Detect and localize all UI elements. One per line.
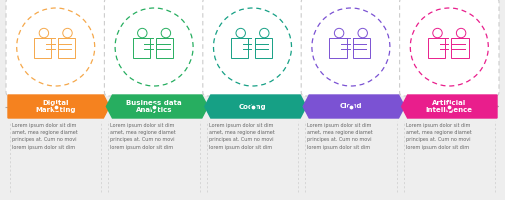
Text: Lorem ipsum dolor sit dim
amet, mea regione diamet
principes at. Cum no movi
lor: Lorem ipsum dolor sit dim amet, mea regi…: [12, 123, 78, 150]
FancyBboxPatch shape: [6, 0, 106, 96]
Polygon shape: [303, 95, 405, 118]
FancyBboxPatch shape: [105, 0, 204, 96]
Polygon shape: [8, 95, 110, 118]
FancyBboxPatch shape: [301, 0, 400, 96]
Polygon shape: [401, 95, 497, 118]
Text: Cloud: Cloud: [340, 104, 362, 110]
Text: Coding: Coding: [239, 104, 266, 110]
Polygon shape: [107, 95, 208, 118]
Text: Artificial
Intelligence: Artificial Intelligence: [426, 100, 473, 113]
Polygon shape: [205, 95, 306, 118]
Text: Lorem ipsum dolor sit dim
amet, mea regione diamet
principes at. Cum no movi
lor: Lorem ipsum dolor sit dim amet, mea regi…: [111, 123, 176, 150]
FancyBboxPatch shape: [399, 0, 499, 96]
Text: Lorem ipsum dolor sit dim
amet, mea regione diamet
principes at. Cum no movi
lor: Lorem ipsum dolor sit dim amet, mea regi…: [307, 123, 373, 150]
Text: Business data
Analytics: Business data Analytics: [126, 100, 182, 113]
Text: Lorem ipsum dolor sit dim
amet, mea regione diamet
principes at. Cum no movi
lor: Lorem ipsum dolor sit dim amet, mea regi…: [406, 123, 471, 150]
FancyBboxPatch shape: [203, 0, 302, 96]
Text: Digital
Marketing: Digital Marketing: [35, 100, 76, 113]
Text: Lorem ipsum dolor sit dim
amet, mea regione diamet
principes at. Cum no movi
lor: Lorem ipsum dolor sit dim amet, mea regi…: [209, 123, 275, 150]
